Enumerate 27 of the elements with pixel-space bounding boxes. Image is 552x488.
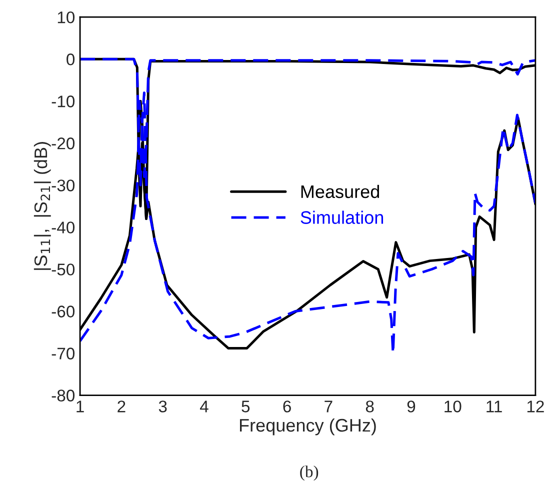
y-tick-label: -50 [52,264,75,276]
y-tick-label: -70 [52,348,75,360]
x-axis-title: Frequency (GHz) [240,418,376,436]
y-tick-label: 0 [66,54,75,66]
x-tick-label: 6 [283,400,291,412]
x-tick-label: 11 [486,400,502,412]
y-tick-label: -60 [52,306,75,318]
text: (b) [300,466,318,481]
x-tick-label: 9 [407,400,416,412]
y-tick-label: -20 [52,138,75,150]
y-tick-label: -80 [52,390,75,402]
y-tick-label: -30 [52,180,75,192]
x-tick-label: 2 [118,400,126,412]
x-tick-label: 1 [76,400,84,412]
legend-label: Measured [301,184,380,198]
x-tick-label: 4 [200,400,208,412]
x-tick-label: 5 [242,400,250,412]
x-tick-label: 12 [527,400,544,412]
legend-label: Simulation [300,210,384,224]
x-tick-label: 10 [444,400,462,412]
x-tick-label: 3 [158,400,167,412]
x-tick-label: 7 [324,400,332,412]
x-tick-label: 8 [366,400,374,412]
y-tick-label: -10 [52,96,75,108]
y-tick-label: -40 [52,222,75,234]
y-tick-label: 10 [58,11,75,24]
y-axis-title: |S$_{11}$|, |S$_{21}$| (dB) [34,142,51,270]
